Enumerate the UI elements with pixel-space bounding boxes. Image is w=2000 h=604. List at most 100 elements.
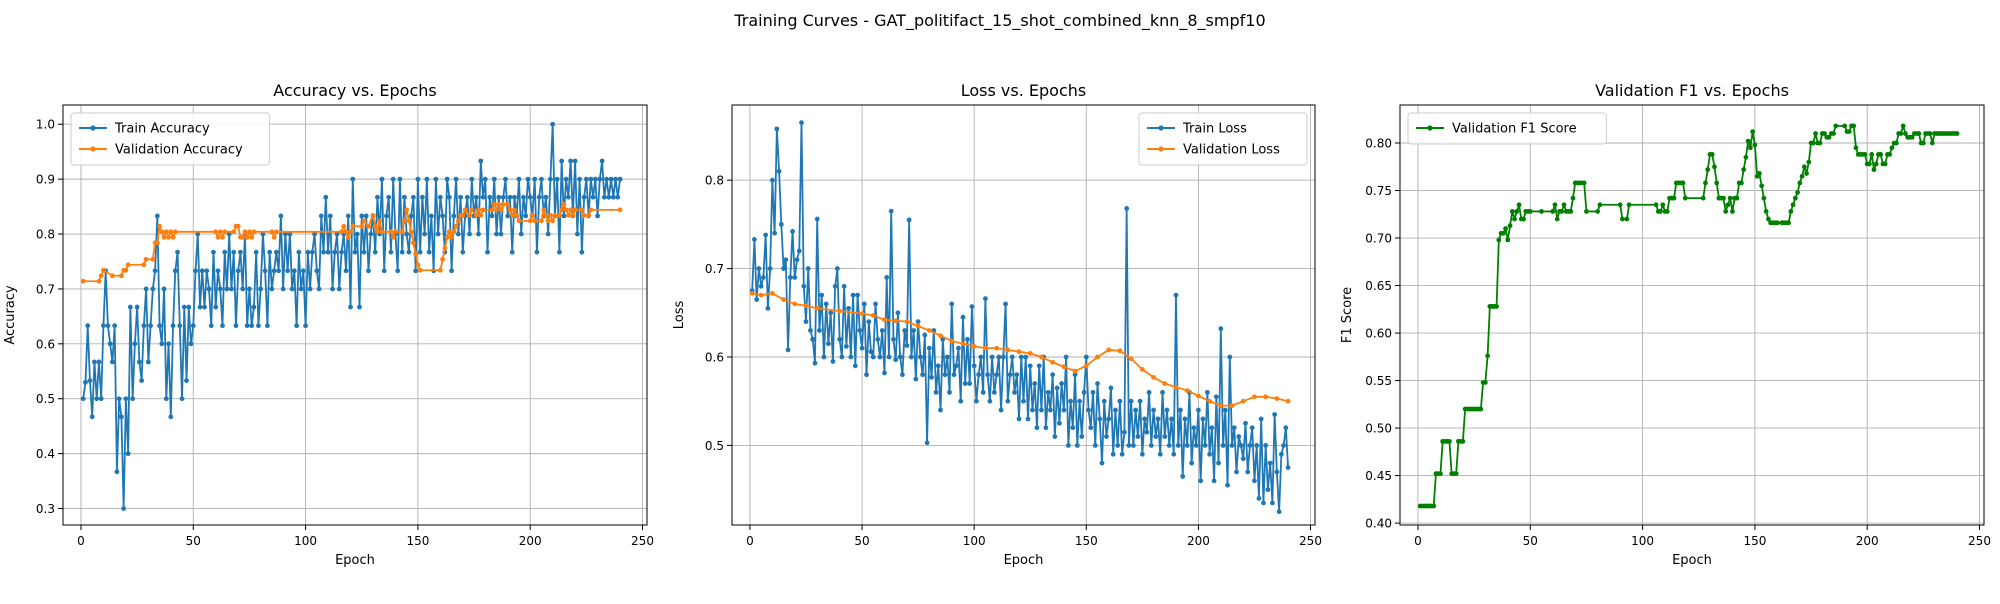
- data-point: [375, 194, 380, 200]
- data-point: [1202, 443, 1208, 448]
- y-tick-label: 0.6: [36, 337, 55, 351]
- data-point: [1061, 364, 1067, 370]
- data-point: [321, 249, 326, 255]
- data-point: [1236, 434, 1242, 439]
- legend-label: Validation F1 Score: [1452, 122, 1577, 137]
- data-point: [1196, 407, 1201, 413]
- data-point: [1025, 416, 1031, 422]
- data-point: [404, 207, 410, 213]
- data-point: [1862, 152, 1868, 157]
- data-point: [372, 249, 378, 255]
- data-point: [1494, 304, 1499, 309]
- data-point: [864, 372, 869, 378]
- data-point: [415, 176, 421, 182]
- data-point: [379, 176, 385, 182]
- data-point: [1460, 438, 1466, 444]
- x-axis-label: Epoch: [1672, 553, 1712, 568]
- data-point: [1263, 394, 1269, 400]
- data-point: [422, 231, 428, 237]
- data-point: [312, 231, 317, 237]
- data-point: [1021, 398, 1026, 404]
- data-point: [1045, 389, 1051, 395]
- y-tick-label: 0.4: [36, 447, 55, 461]
- data-point: [249, 234, 255, 240]
- data-point: [446, 194, 452, 200]
- data-point: [982, 345, 988, 351]
- x-tick-label: 50: [186, 534, 201, 548]
- data-point: [507, 207, 513, 213]
- data-point: [168, 414, 174, 420]
- data-point: [911, 328, 917, 333]
- data-point: [1106, 347, 1112, 353]
- data-point: [1505, 237, 1511, 243]
- data-point: [469, 176, 475, 182]
- data-point: [1083, 363, 1089, 369]
- data-point: [965, 336, 970, 342]
- data-point: [186, 304, 192, 310]
- data-point: [1774, 220, 1780, 226]
- data-point: [1714, 180, 1720, 186]
- data-point: [980, 389, 986, 395]
- data-point: [579, 249, 585, 255]
- data-point: [377, 218, 383, 224]
- data-point: [121, 506, 127, 511]
- data-point: [1061, 407, 1067, 413]
- data-point: [1135, 434, 1141, 439]
- data-point: [908, 354, 914, 360]
- data-point: [1894, 140, 1899, 146]
- data-point: [1658, 209, 1663, 214]
- data-point: [1516, 202, 1522, 208]
- data-point: [1007, 372, 1013, 378]
- data-point: [956, 345, 961, 351]
- data-point: [1218, 326, 1224, 332]
- data-point: [1065, 443, 1071, 448]
- data-point: [1153, 434, 1159, 439]
- data-point: [1554, 216, 1560, 222]
- data-point: [460, 212, 466, 218]
- y-tick-label: 0.40: [1365, 517, 1392, 531]
- data-point: [581, 212, 587, 218]
- data-point: [545, 231, 551, 237]
- x-tick-label: 150: [406, 534, 429, 548]
- data-point: [565, 194, 571, 200]
- data-point: [1833, 123, 1839, 129]
- data-point: [251, 229, 257, 235]
- data-point: [1730, 209, 1735, 214]
- data-point: [143, 256, 149, 262]
- data-point: [314, 268, 320, 274]
- data-point: [1954, 131, 1960, 136]
- data-point: [152, 268, 158, 274]
- data-point: [307, 286, 313, 292]
- data-point: [1882, 161, 1888, 167]
- data-point: [1909, 134, 1915, 140]
- data-point: [496, 201, 502, 207]
- data-point: [1285, 465, 1291, 470]
- data-point: [190, 323, 196, 329]
- data-point: [476, 231, 481, 237]
- legend-marker: [1158, 125, 1164, 131]
- data-point: [893, 318, 899, 324]
- data-point: [343, 229, 349, 235]
- data-point: [1700, 195, 1706, 201]
- data-point: [1752, 142, 1758, 148]
- y-axis-label: Accuracy: [3, 285, 18, 345]
- data-point: [451, 213, 457, 219]
- legend-label: Train Accuracy: [114, 122, 210, 137]
- data-point: [276, 268, 282, 274]
- data-point: [318, 213, 324, 219]
- data-point: [363, 213, 369, 219]
- data-point: [588, 207, 594, 213]
- data-point: [1056, 420, 1062, 426]
- data-point: [843, 343, 849, 349]
- y-tick-label: 0.55: [1365, 374, 1392, 388]
- data-point: [278, 213, 284, 219]
- data-point: [1671, 195, 1677, 201]
- data-point: [305, 249, 311, 255]
- data-point: [361, 218, 367, 224]
- data-point: [935, 363, 941, 369]
- data-point: [938, 407, 943, 413]
- data-point: [154, 213, 160, 219]
- data-point: [1039, 354, 1044, 360]
- data-point: [1267, 460, 1273, 466]
- data-point: [1072, 368, 1078, 374]
